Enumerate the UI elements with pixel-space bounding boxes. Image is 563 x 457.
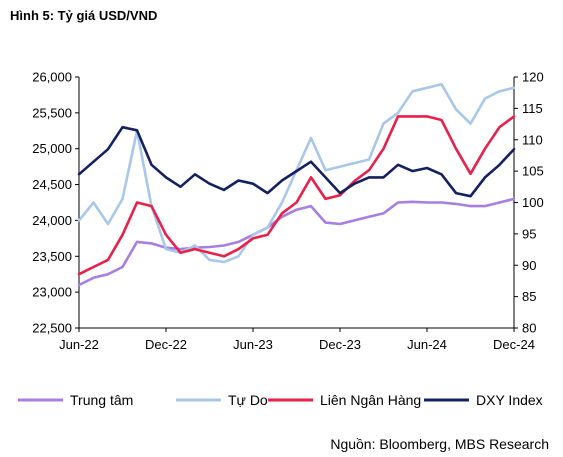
y-left-tick-label: 22,500 <box>32 321 72 336</box>
y-right-tick-label: 105 <box>522 164 544 179</box>
series-line-dxy-index <box>77 125 516 198</box>
ticks-layer: 22,500 23,000 23,500 24,000 24,500 25,000 25,5… <box>32 70 543 353</box>
x-tick-label: Dec-24 <box>493 337 535 352</box>
y-right-tick-label: 80 <box>522 321 536 336</box>
y-left-tick-label: 24,500 <box>32 177 72 192</box>
y-left-tick-label: 23,500 <box>32 249 72 264</box>
x-tick-label: Dec-23 <box>319 337 361 352</box>
y-left-tick-label: 24,000 <box>32 213 72 228</box>
chart-title: Hình 5: Tỷ giá USD/VND <box>10 8 158 23</box>
series-line-lien-ngan-hang <box>77 115 516 276</box>
y-left-tick-label: 23,000 <box>32 285 72 300</box>
x-tick-label: Dec-22 <box>145 337 187 352</box>
y-right-tick-label: 110 <box>522 132 543 147</box>
y-left-tick-label: 26,000 <box>32 70 72 85</box>
y-right-tick-label: 100 <box>522 195 544 210</box>
legend-label: Trung tâm <box>70 392 133 408</box>
legend-label: DXY Index <box>476 392 543 408</box>
legend-label: Liên Ngân Hàng <box>320 392 421 408</box>
series-line-tu-do <box>77 82 516 264</box>
y-left-tick-label: 25,000 <box>32 141 72 156</box>
x-tick-label: Jun-23 <box>233 337 273 352</box>
series-layer <box>77 82 516 287</box>
y-right-tick-label: 120 <box>522 70 544 85</box>
y-right-tick-label: 90 <box>522 258 536 273</box>
series-line-trung-tam <box>77 197 516 287</box>
y-left-tick-label: 25,500 <box>32 105 72 120</box>
y-right-tick-label: 115 <box>522 101 543 116</box>
legend-label: Tự Do <box>228 392 268 408</box>
chart-source: Nguồn: Bloomberg, MBS Research <box>330 436 549 452</box>
legend: Trung tâm Tự Do Liên Ngân Hàng DXY Index <box>18 392 543 408</box>
y-right-tick-label: 95 <box>522 226 536 241</box>
x-tick-label: Jun-22 <box>59 337 99 352</box>
y-right-tick-label: 85 <box>522 289 536 304</box>
x-tick-label: Jun-24 <box>407 337 447 352</box>
